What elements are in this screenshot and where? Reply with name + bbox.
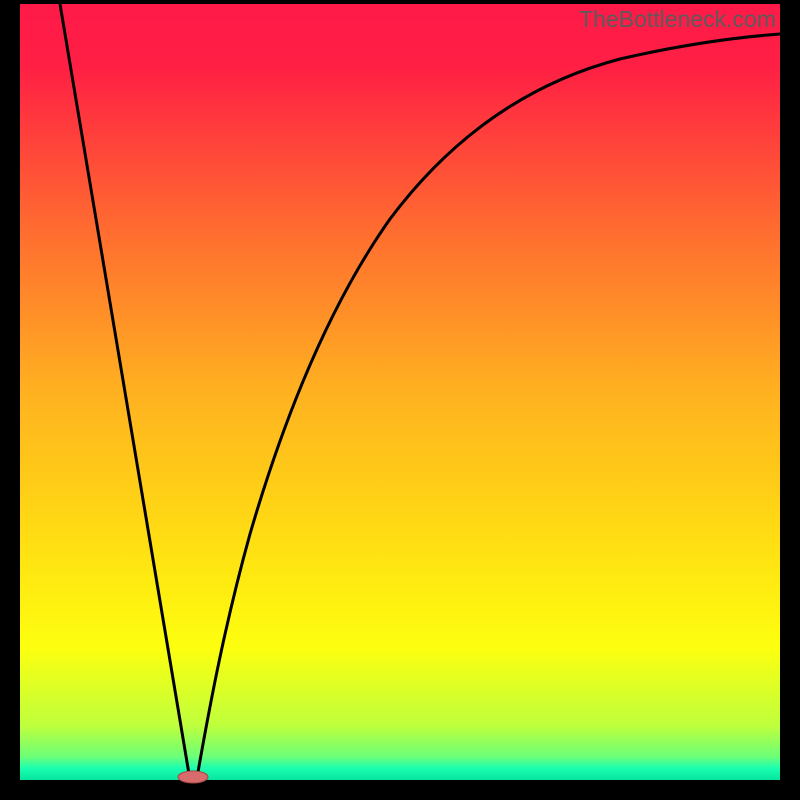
plot-area [20, 4, 780, 780]
watermark-text: TheBottleneck.com [579, 6, 776, 33]
gradient-background [20, 4, 780, 780]
chart-svg [20, 4, 780, 780]
figure-root: TheBottleneck.com [0, 0, 800, 800]
optimal-marker [178, 771, 208, 783]
